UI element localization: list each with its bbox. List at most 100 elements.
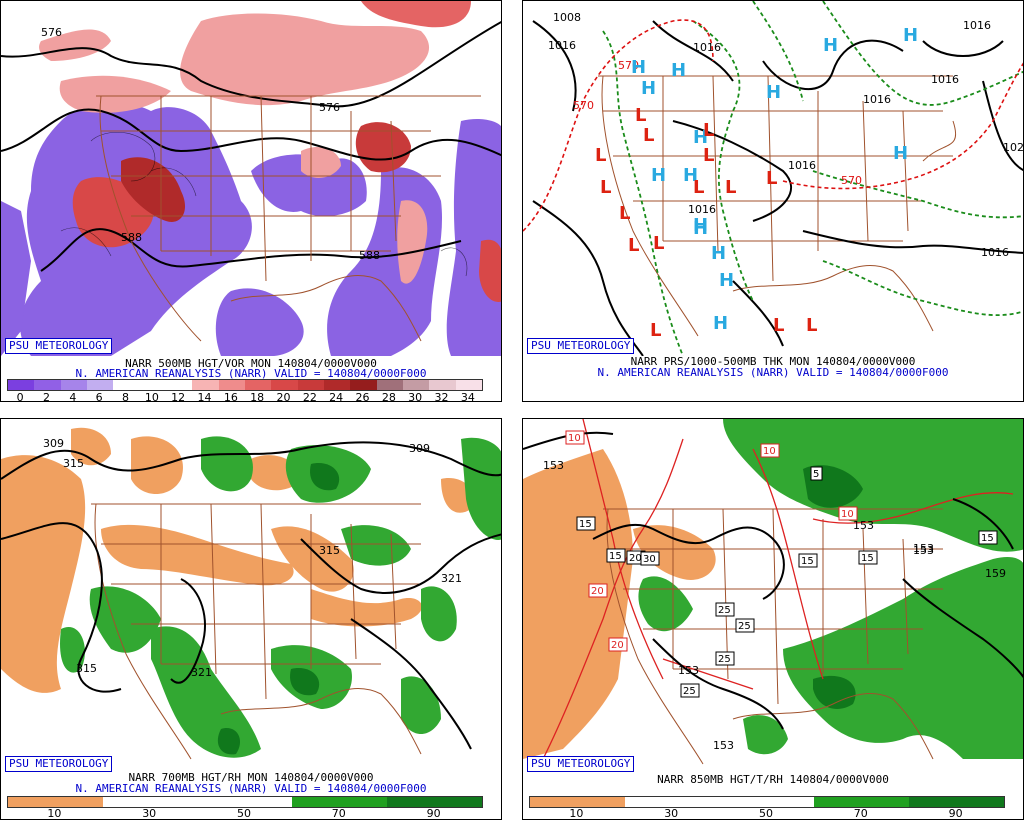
moist-area	[461, 437, 501, 540]
scale-label: 26	[355, 391, 370, 402]
height-label: 153	[678, 664, 699, 677]
very-moist-area	[310, 463, 340, 491]
panel-700mb-rh: 309 315 309 315 321 315 321 PSU METEOROL…	[0, 418, 502, 820]
scale-label: 10	[47, 807, 62, 820]
high-pressure-marker: H	[766, 82, 781, 103]
scale-label: 2	[42, 391, 50, 402]
height-label: 588	[359, 249, 380, 262]
scale-label: 50	[759, 807, 773, 820]
high-pressure-marker: H	[671, 60, 686, 81]
scale-swatch	[455, 380, 482, 390]
svg-text:25: 25	[718, 654, 731, 665]
temperature-label: 15	[576, 516, 596, 531]
high-pressure-marker: H	[893, 143, 908, 164]
moist-area	[401, 676, 441, 734]
svg-text:20: 20	[611, 640, 624, 651]
height-label: 153	[713, 739, 734, 752]
high-pressure-marker: H	[823, 35, 838, 56]
height-label: 576	[319, 101, 340, 114]
map-850mb: 153 153 153 153 153 159 153 153 10101015…	[523, 419, 1023, 774]
panel-850mb-t-rh: 153 153 153 153 153 159 153 153 10101015…	[522, 418, 1024, 820]
high-pressure-marker: H	[641, 78, 656, 99]
high-pressure-marker: H	[693, 218, 708, 239]
high-pressure-marker: H	[693, 215, 708, 236]
isobar-label: 1016	[931, 73, 959, 86]
temperature-label: 15	[978, 530, 998, 545]
positive-vorticity-area	[479, 239, 501, 302]
scale-swatch	[139, 380, 166, 390]
negative-vorticity-area	[215, 288, 304, 356]
height-label: 309	[409, 442, 430, 455]
map-pressure-thickness: 1008 1016 1016 1016 1016 1016 1016 1016 …	[523, 1, 1023, 356]
height-label: 315	[76, 662, 97, 675]
high-pressure-marker: H	[651, 165, 666, 186]
scale-label: 90	[948, 807, 963, 820]
scale-label: 70	[331, 807, 346, 820]
scale-swatch	[387, 797, 482, 807]
moist-area	[783, 557, 1023, 759]
vorticity-color-scale	[7, 379, 483, 391]
high-pressure-marker: H	[903, 25, 918, 46]
thickness-label: 570	[841, 174, 862, 187]
rh-scale-labels: 10 30 50 70 90	[529, 807, 1003, 819]
scale-swatch	[719, 797, 815, 807]
map-700mb: 309 315 309 315 321 315 321	[1, 419, 501, 774]
svg-text:15: 15	[579, 519, 592, 530]
scale-swatch	[350, 380, 377, 390]
dry-area	[131, 436, 183, 494]
svg-text:20: 20	[629, 553, 642, 564]
map-caption-valid: N. AMERICAN REANALYSIS (NARR) VALID = 14…	[75, 782, 427, 795]
negative-vorticity-area	[446, 119, 501, 356]
scale-swatch	[297, 380, 324, 390]
isobar-label: 1016	[963, 19, 991, 32]
scale-swatch	[376, 380, 403, 390]
moist-area	[723, 419, 1023, 552]
temperature-label: 15	[606, 548, 626, 563]
svg-text:15: 15	[861, 553, 874, 564]
isobar-label: 1016	[981, 246, 1009, 259]
height-label: 153	[913, 542, 934, 555]
temperature-label: 10	[838, 506, 858, 521]
scale-swatch	[271, 380, 298, 390]
low-pressure-marker: L	[725, 177, 736, 198]
moist-area	[421, 586, 457, 642]
map-caption: NARR 700MB HGT/RH MON 140804/0000V000	[128, 771, 374, 784]
scale-swatch	[113, 380, 140, 390]
scale-swatch	[624, 797, 720, 807]
svg-text:10: 10	[568, 433, 581, 444]
scale-label: 90	[426, 807, 441, 820]
moist-area	[638, 576, 693, 632]
low-pressure-marker: L	[600, 177, 611, 198]
rh-color-scale	[529, 796, 1005, 808]
dry-area	[71, 427, 111, 466]
moist-area	[60, 627, 85, 673]
scale-label: 8	[122, 391, 129, 402]
moist-area	[743, 715, 788, 755]
scale-label: 30	[408, 391, 423, 402]
svg-text:5: 5	[813, 469, 819, 480]
isobar-label: 1016	[688, 203, 716, 216]
scale-label: 20	[276, 391, 291, 402]
svg-text:15: 15	[609, 551, 622, 562]
positive-vorticity-area	[121, 157, 186, 222]
map-caption-valid: N. AMERICAN REANALYSIS (NARR) VALID = 14…	[75, 367, 427, 380]
scale-swatch	[8, 380, 35, 390]
scale-swatch	[102, 797, 198, 807]
positive-vorticity-area	[361, 1, 471, 28]
panel-500mb-vorticity: 576 576 588 588 PSU METEOROLOGY NARR 500…	[0, 0, 502, 402]
scale-swatch	[402, 380, 430, 390]
thickness-label: 570	[573, 99, 594, 112]
low-pressure-marker: L	[650, 320, 661, 341]
scale-label: 14	[197, 391, 212, 402]
temperature-label: 30	[640, 551, 660, 566]
svg-text:25: 25	[683, 686, 696, 697]
svg-text:25: 25	[718, 605, 731, 616]
height-label: 321	[191, 666, 212, 679]
scale-label: 16	[223, 391, 238, 402]
scale-label: 32	[434, 391, 449, 402]
svg-text:10: 10	[763, 446, 776, 457]
low-pressure-marker: L	[703, 145, 714, 166]
scale-label: 24	[329, 391, 344, 402]
scale-swatch	[814, 797, 910, 807]
high-pressure-marker: H	[719, 270, 734, 291]
